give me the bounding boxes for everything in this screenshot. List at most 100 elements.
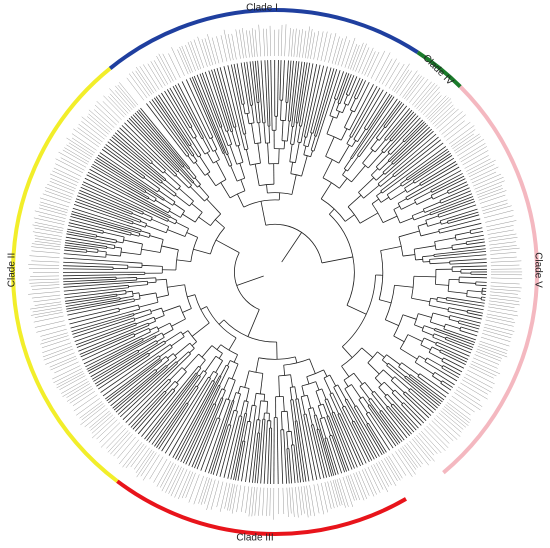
- leaf-label: [179, 46, 191, 74]
- branch: [357, 98, 398, 156]
- leaf-label: [475, 351, 502, 362]
- branch: [424, 357, 428, 362]
- branch: [329, 374, 337, 387]
- branch: [230, 165, 238, 182]
- branch: [414, 157, 455, 184]
- branch: [93, 342, 158, 382]
- branch: [191, 341, 197, 347]
- branch: [346, 304, 367, 315]
- branch: [324, 438, 337, 476]
- branch: [398, 366, 411, 376]
- leaf-label: [449, 399, 471, 416]
- branch: [351, 96, 395, 159]
- branch: [134, 313, 152, 320]
- leaf-label: [44, 190, 72, 201]
- branch: [265, 223, 323, 263]
- branch: [164, 378, 211, 454]
- branch: [167, 229, 186, 237]
- leaf-label: [40, 201, 69, 211]
- branch: [218, 353, 223, 359]
- branch: [167, 353, 174, 359]
- branch: [289, 387, 293, 400]
- branch: [364, 127, 368, 131]
- branch: [375, 153, 390, 168]
- branch: [176, 351, 189, 363]
- branch: [294, 356, 298, 363]
- branch: [169, 87, 193, 127]
- leaf-label: [482, 203, 508, 212]
- branch: [260, 419, 266, 484]
- branch: [169, 216, 178, 221]
- branch: [404, 377, 440, 407]
- branch: [470, 227, 483, 231]
- branch: [278, 148, 280, 164]
- leaf-label: [288, 27, 291, 57]
- branch: [248, 419, 258, 483]
- leaf-label: [143, 64, 160, 90]
- branch: [429, 196, 474, 214]
- branch: [169, 210, 181, 218]
- branch: [184, 284, 192, 309]
- branch: [182, 213, 196, 223]
- branch: [141, 248, 161, 253]
- leaf-label: [41, 332, 68, 341]
- leaf-label: [142, 454, 160, 481]
- branch: [87, 335, 156, 372]
- branch: [433, 248, 486, 255]
- branch: [447, 221, 449, 224]
- leaf-label: [404, 75, 422, 100]
- branch: [427, 222, 441, 227]
- branch: [435, 269, 437, 285]
- branch: [448, 184, 469, 194]
- leaf-label: [81, 116, 107, 137]
- branch: [440, 190, 471, 204]
- branch: [458, 282, 476, 284]
- branch: [340, 128, 348, 141]
- branch: [229, 410, 235, 426]
- branch: [194, 137, 206, 155]
- branch: [394, 376, 410, 390]
- leaf-label: [306, 485, 312, 516]
- leaf-label: [91, 417, 116, 439]
- branch: [356, 405, 368, 425]
- branch: [431, 178, 466, 196]
- branch: [290, 173, 302, 177]
- branch: [173, 203, 185, 212]
- branch: [440, 349, 468, 363]
- branch: [259, 373, 264, 394]
- leaf-label: [55, 163, 82, 177]
- branch: [368, 423, 387, 453]
- branch: [333, 384, 339, 388]
- leaf-label: [88, 113, 111, 133]
- branch: [153, 97, 195, 156]
- branch: [432, 375, 442, 383]
- branch: [393, 335, 405, 343]
- branch: [149, 326, 158, 331]
- branch: [346, 398, 380, 457]
- leaf-label: [28, 291, 60, 295]
- leaf-label: [455, 389, 483, 407]
- branch: [158, 355, 161, 359]
- branch: [154, 385, 197, 447]
- leaf-label: [32, 224, 64, 232]
- branch: [63, 273, 145, 277]
- branch: [64, 293, 117, 302]
- branch: [183, 353, 199, 370]
- branch: [343, 372, 355, 381]
- leaf-label: [399, 70, 418, 96]
- branch: [406, 170, 462, 201]
- branch: [91, 351, 140, 380]
- leaf-label: [474, 354, 500, 365]
- leaf-label: [455, 136, 481, 154]
- branch: [384, 108, 411, 140]
- branch: [218, 398, 227, 419]
- branch: [132, 392, 167, 430]
- branch: [134, 112, 184, 168]
- branch: [309, 358, 316, 374]
- branch: [371, 393, 408, 439]
- leaf-label: [418, 86, 440, 111]
- branch: [118, 308, 120, 312]
- branch: [263, 394, 266, 402]
- branch: [256, 392, 265, 395]
